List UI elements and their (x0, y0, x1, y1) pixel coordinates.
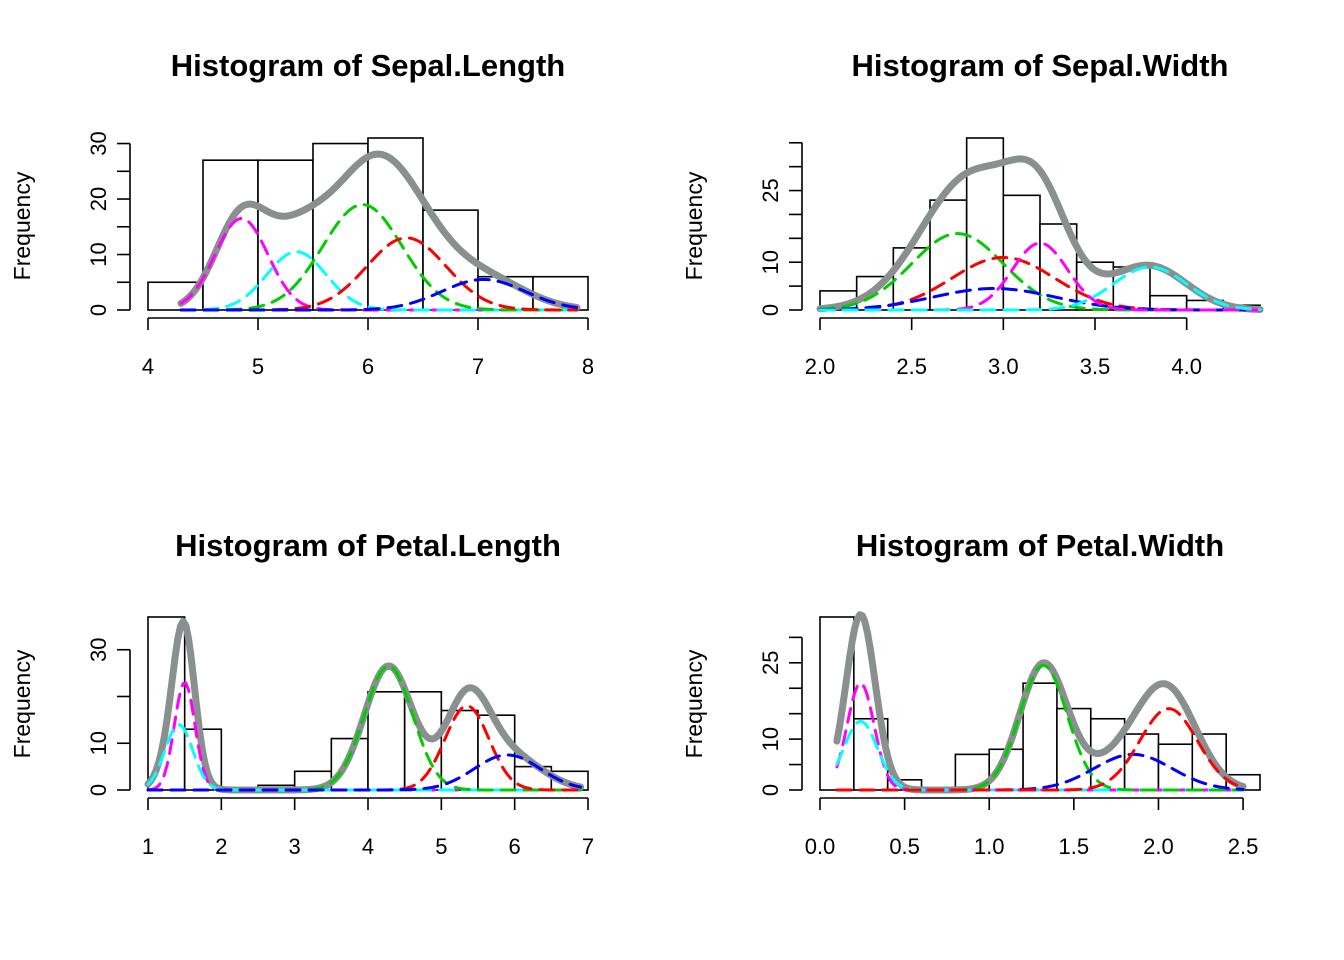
x-tick-label: 2.0 (1143, 834, 1174, 859)
y-axis-label: Frequency (681, 649, 707, 758)
component-density-curve-4 (835, 707, 1245, 792)
x-tick-label: 1 (142, 834, 154, 859)
panel-title: Histogram of Petal.Length (175, 528, 561, 563)
x-tick-label: 0.0 (805, 834, 836, 859)
histogram-bar-9 (1123, 733, 1160, 791)
x-tick-label: 4 (142, 354, 154, 379)
x-tick-label: 0.5 (889, 834, 920, 859)
y-axis-label: Frequency (681, 171, 707, 280)
x-tick-label: 5 (252, 354, 264, 379)
x-tick-label: 3.0 (988, 354, 1019, 379)
x-tick-label: 7 (582, 834, 594, 859)
panel-title: Histogram of Sepal.Length (171, 48, 565, 83)
y-axis-label: Frequency (9, 171, 35, 280)
x-tick-label: 4.0 (1171, 354, 1202, 379)
y-tick-label: 20 (86, 187, 111, 211)
mixture-density-curve (833, 611, 1247, 794)
x-tick-label: 2.5 (1228, 834, 1259, 859)
panel-petal-width: Histogram of Petal.Width Frequency 0.0 0.… (681, 528, 1261, 859)
x-tick-label: 5 (435, 834, 447, 859)
y-tick-label: 10 (86, 731, 111, 755)
y-tick-label: 0 (86, 784, 111, 796)
panel-petal-length: Histogram of Petal.Length Frequency 1 2 3 4… (9, 528, 594, 859)
mixture-density-curve (177, 150, 581, 311)
component-density-curve-4 (179, 277, 579, 312)
histogram-bar-1 (202, 159, 259, 311)
histogram-bar-6 (367, 691, 406, 791)
x-tick-label: 6 (362, 354, 374, 379)
x-tick-label: 3.5 (1080, 354, 1111, 379)
y-tick-label: 10 (86, 242, 111, 266)
panel-sepal-width: Histogram of Sepal.Width Frequency 2.0 2.… (681, 48, 1264, 379)
panel-title: Histogram of Sepal.Width (852, 48, 1229, 83)
panel-title: Histogram of Petal.Width (856, 528, 1224, 563)
x-tick-label: 1.5 (1059, 834, 1090, 859)
x-tick-label: 3 (289, 834, 301, 859)
y-tick-label: 25 (758, 651, 783, 675)
y-tick-label: 30 (86, 131, 111, 155)
y-tick-label: 10 (758, 250, 783, 274)
y-tick-label: 25 (758, 178, 783, 202)
x-tick-label: 6 (509, 834, 521, 859)
x-tick-label: 8 (582, 354, 594, 379)
panel-sepal-length: Histogram of Sepal.Length Frequency 4 5 6 7… (9, 48, 594, 379)
component-density-curve-2 (179, 203, 579, 312)
y-tick-label: 0 (86, 304, 111, 316)
y-tick-label: 0 (758, 784, 783, 796)
component-density-curve-3 (179, 236, 579, 312)
x-tick-label: 2.5 (896, 354, 927, 379)
component-density-curve-4 (818, 265, 1262, 312)
x-tick-label: 7 (472, 354, 484, 379)
histogram-bar-10 (1157, 743, 1194, 791)
histogram-bar-6 (1022, 682, 1058, 791)
x-tick-label: 4 (362, 834, 374, 859)
y-axis-label: Frequency (9, 649, 35, 758)
x-tick-label: 2.0 (805, 354, 836, 379)
histogram-bar-3 (312, 142, 369, 311)
y-tick-label: 0 (758, 304, 783, 316)
component-density-curve-4 (146, 753, 583, 792)
x-tick-label: 1.0 (974, 834, 1005, 859)
y-tick-label: 10 (758, 727, 783, 751)
y-tick-label: 30 (86, 637, 111, 661)
x-tick-label: 2 (215, 834, 227, 859)
